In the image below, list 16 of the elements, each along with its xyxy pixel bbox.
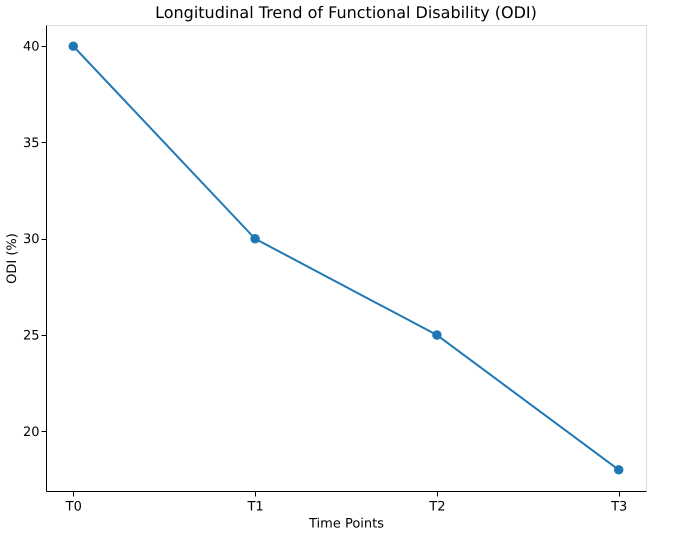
- x-tick-label: T0: [64, 500, 82, 514]
- y-tick-label: 35: [22, 136, 40, 151]
- point: [68, 41, 78, 51]
- y-tick-label: 25: [22, 328, 40, 344]
- y-tick-label: 40: [22, 40, 40, 55]
- y-axis-title: ODI (%): [4, 233, 20, 284]
- x-tick-label: T1: [246, 500, 264, 514]
- x-axis-title: Time Points: [308, 516, 384, 532]
- y-tick-label: 30: [22, 232, 40, 248]
- chart-title: Longitudinal Trend of Functional Disability (ODI): [155, 3, 537, 22]
- point: [250, 234, 260, 244]
- y-tick-label: 20: [22, 424, 40, 440]
- x-tick-label: T2: [428, 500, 446, 514]
- point: [432, 330, 442, 340]
- point: [614, 465, 624, 475]
- x-tick-label: T3: [610, 500, 628, 514]
